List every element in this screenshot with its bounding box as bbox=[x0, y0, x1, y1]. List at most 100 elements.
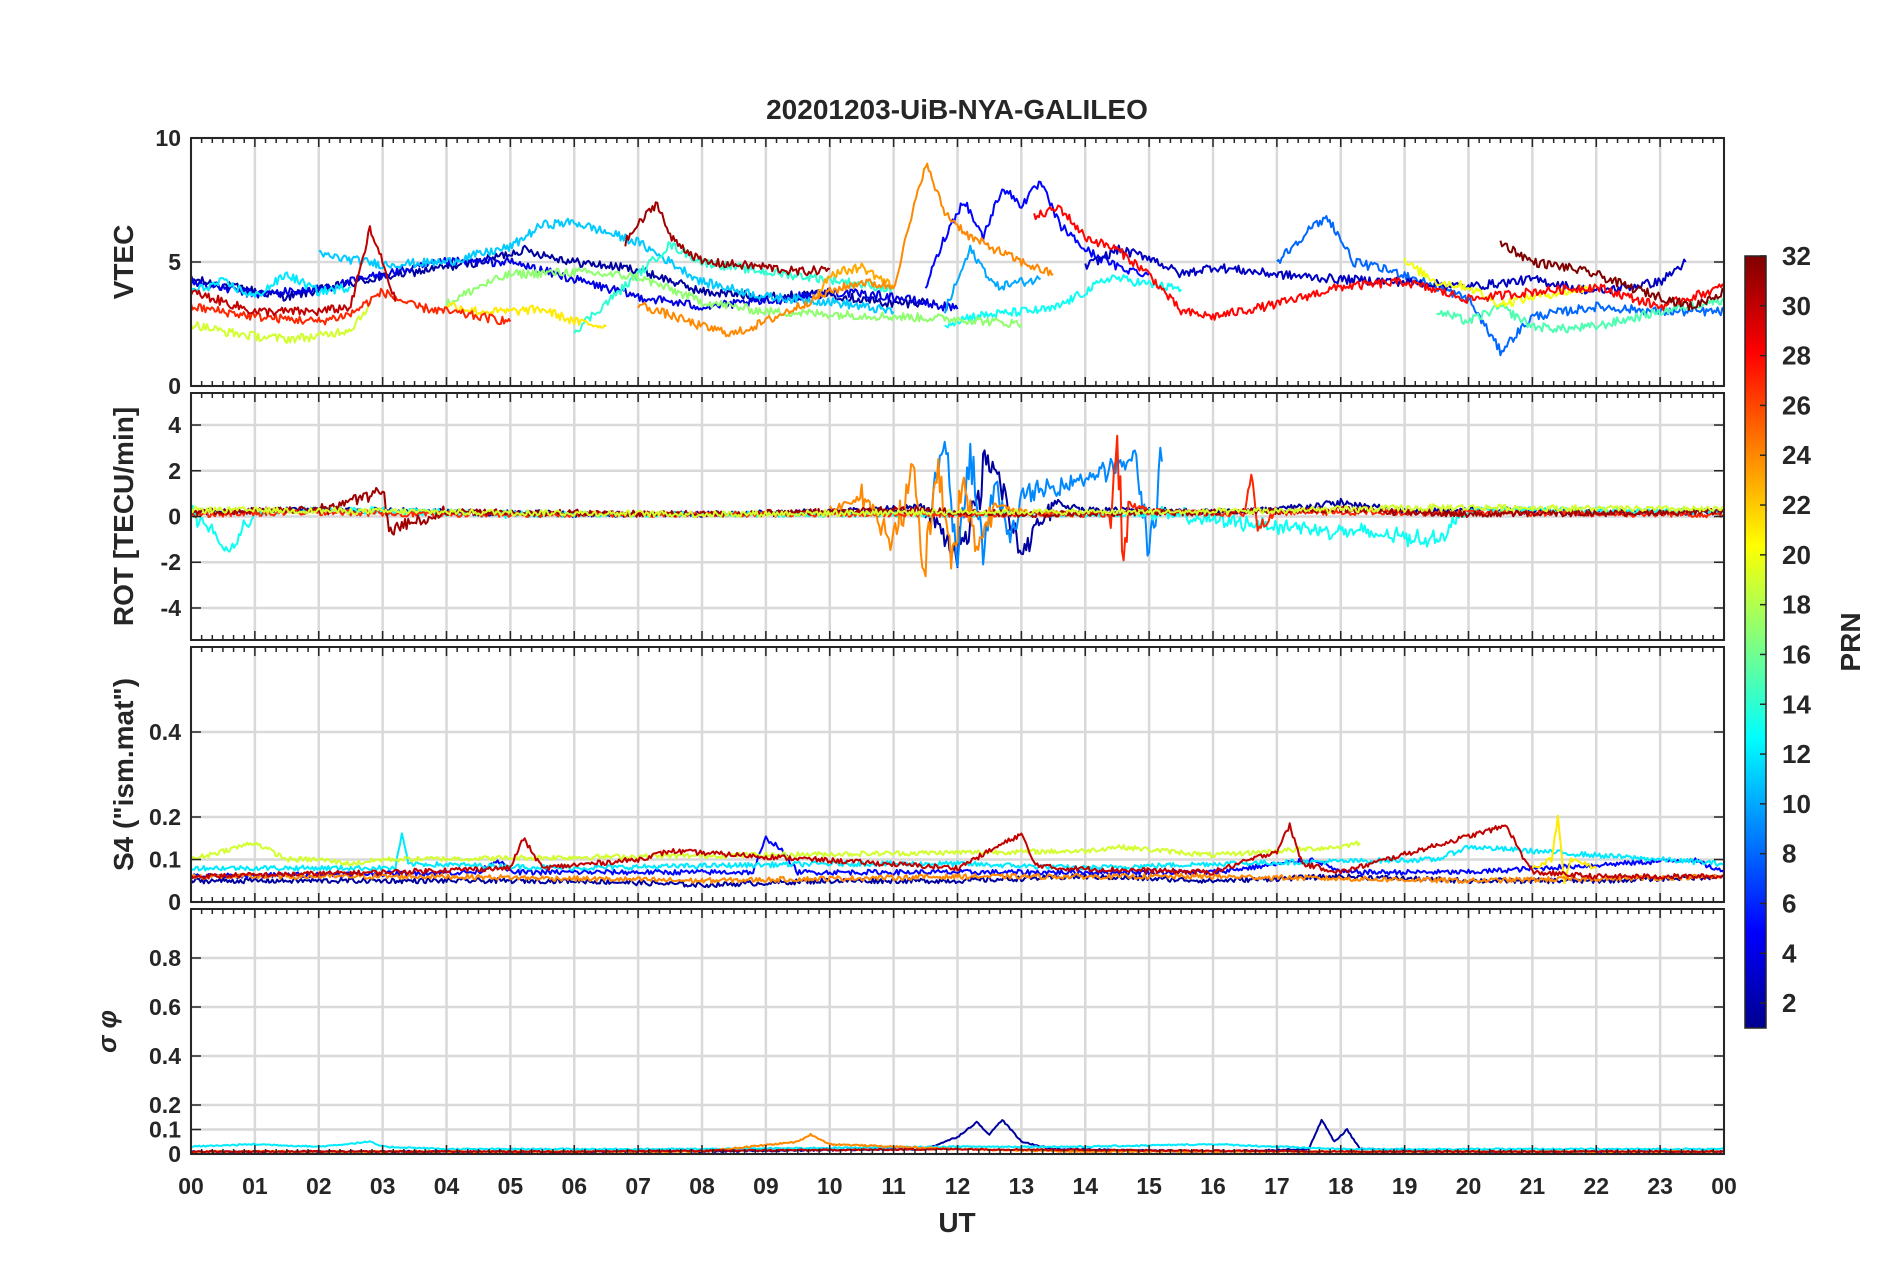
x-tick-label: 08 bbox=[689, 1173, 715, 1199]
x-tick-label: 01 bbox=[242, 1173, 268, 1199]
x-tick-label: 21 bbox=[1520, 1173, 1546, 1199]
panel-4: 00.10.2 0.4 0.6 0.8 σ φ bbox=[92, 908, 1726, 1167]
colorbar-tick-label: 24 bbox=[1782, 440, 1811, 470]
y-tick-label: -4 bbox=[161, 595, 182, 621]
colorbar-label: PRN bbox=[1835, 612, 1866, 671]
x-tick-label: 10 bbox=[817, 1173, 843, 1199]
y-tick-label: 10 bbox=[155, 125, 181, 151]
series-line-prn-8 bbox=[1276, 215, 1724, 357]
axes-box bbox=[190, 646, 1725, 903]
x-axis-label: UT bbox=[938, 1207, 975, 1238]
x-tick-label: 04 bbox=[434, 1173, 460, 1199]
series-line-prn-12 bbox=[191, 271, 352, 298]
y-tick-label: 4 bbox=[168, 412, 181, 438]
x-tick-label: 12 bbox=[945, 1173, 971, 1199]
series-line-prn-30 bbox=[191, 822, 1724, 880]
series-line-prn-10 bbox=[943, 244, 1042, 314]
colorbar-tick-label: 4 bbox=[1782, 938, 1797, 968]
series-line-prn-32 bbox=[1499, 240, 1724, 311]
y-tick-label: 0.1 bbox=[149, 847, 181, 873]
y-tick-label: 2 bbox=[168, 458, 181, 484]
y-tick-label: 0.6 bbox=[149, 994, 181, 1020]
series-line-prn-31 bbox=[191, 486, 1724, 536]
y-tick-label: 0.8 bbox=[149, 945, 181, 971]
colorbar-tick-label: 8 bbox=[1782, 839, 1796, 869]
axes-box bbox=[190, 392, 1725, 641]
series-line-prn-24 bbox=[191, 873, 1724, 885]
y-tick-label: 0 bbox=[168, 889, 181, 915]
y-axis-label: σ φ bbox=[92, 1010, 122, 1053]
series-group bbox=[191, 814, 1724, 889]
axes-box bbox=[190, 137, 1725, 387]
y-tick-label: 5 bbox=[168, 249, 181, 275]
x-tick-label: 13 bbox=[1009, 1173, 1035, 1199]
colorbar-tick-label: 16 bbox=[1782, 639, 1811, 669]
series-line-prn-9 bbox=[931, 440, 1163, 568]
y-tick-label: 0.4 bbox=[149, 1043, 181, 1069]
axes-box bbox=[190, 908, 1725, 1155]
x-tick-label: 23 bbox=[1647, 1173, 1673, 1199]
colorbar-tick-label: 32 bbox=[1782, 241, 1811, 271]
series-line-prn-5 bbox=[924, 180, 1150, 289]
colorbar-tick-label: 18 bbox=[1782, 590, 1811, 620]
x-tick-label: 16 bbox=[1200, 1173, 1226, 1199]
series-line-prn-27 bbox=[191, 287, 512, 326]
series-line-prn-28 bbox=[1033, 204, 1724, 321]
x-tick-label: 05 bbox=[498, 1173, 524, 1199]
series-line-prn-11 bbox=[318, 217, 895, 315]
colorbar-tick-label: 28 bbox=[1782, 341, 1811, 371]
series-group bbox=[191, 162, 1724, 357]
x-tick-label: 19 bbox=[1392, 1173, 1418, 1199]
x-tick-label: 02 bbox=[306, 1173, 332, 1199]
series-line-prn-24 bbox=[637, 162, 1054, 338]
y-tick-label: 0.2 bbox=[149, 804, 181, 830]
y-tick-label: 0.1 bbox=[149, 1117, 181, 1143]
colorbar-tick-label: 6 bbox=[1782, 888, 1796, 918]
series-line-prn-13 bbox=[944, 274, 1182, 329]
series-line-prn-31 bbox=[624, 201, 831, 276]
panel-2: -4 -2 0 2 4 ROT [TECU/min] bbox=[108, 392, 1726, 641]
x-tick-label: 00 bbox=[178, 1173, 204, 1199]
y-tick-label: 0.4 bbox=[149, 719, 181, 745]
x-tick-label: 14 bbox=[1072, 1173, 1098, 1199]
x-tick-label: 07 bbox=[625, 1173, 651, 1199]
chart-title: 20201203-UiB-NYA-GALILEO bbox=[766, 94, 1148, 125]
x-tick-label: 00 bbox=[1711, 1173, 1737, 1199]
series-line-prn-19 bbox=[191, 503, 1724, 519]
y-tick-label: 0.2 bbox=[149, 1092, 181, 1118]
series-line-prn-17 bbox=[445, 267, 1023, 329]
series-group bbox=[191, 434, 1724, 578]
colorbar-tick-label: 2 bbox=[1782, 988, 1796, 1018]
colorbar-tick-label: 30 bbox=[1782, 291, 1811, 321]
x-tick-label: 20 bbox=[1456, 1173, 1482, 1199]
series-line-prn-21 bbox=[446, 302, 607, 329]
y-tick-label: -2 bbox=[161, 549, 181, 575]
y-tick-label: 0 bbox=[168, 373, 181, 399]
series-line-prn-19 bbox=[191, 840, 1361, 867]
colorbar-tick-label: 20 bbox=[1782, 540, 1811, 570]
y-axis-label: ROT [TECU/min] bbox=[108, 407, 139, 626]
x-tick-label: 22 bbox=[1583, 1173, 1609, 1199]
y-tick-label: 0 bbox=[168, 1141, 181, 1167]
colorbar-tick-label: 22 bbox=[1782, 490, 1811, 520]
x-tick-label: 11 bbox=[881, 1173, 906, 1199]
series-line-prn-19 bbox=[191, 303, 371, 344]
colorbar-tick-label: 12 bbox=[1782, 739, 1811, 769]
series-line-prn-12 bbox=[191, 832, 1724, 872]
x-tick-label: 06 bbox=[561, 1173, 587, 1199]
series-line-prn-21 bbox=[1531, 814, 1597, 885]
series-line-prn-15 bbox=[1436, 296, 1724, 334]
series-line-prn-4 bbox=[191, 256, 959, 312]
y-axis-label: S4 ("ism.mat") bbox=[108, 678, 139, 871]
x-tick-label: 09 bbox=[753, 1173, 779, 1199]
y-tick-label: 0 bbox=[168, 504, 181, 530]
panel-1: 0 5 10 VTEC bbox=[108, 125, 1726, 399]
y-axis-label: VTEC bbox=[108, 225, 139, 300]
x-tick-label: 18 bbox=[1328, 1173, 1354, 1199]
x-tick-label: 15 bbox=[1136, 1173, 1162, 1199]
panel-3: 0 0.1 0.2 0.4 S4 ("ism.mat") bbox=[108, 646, 1726, 915]
